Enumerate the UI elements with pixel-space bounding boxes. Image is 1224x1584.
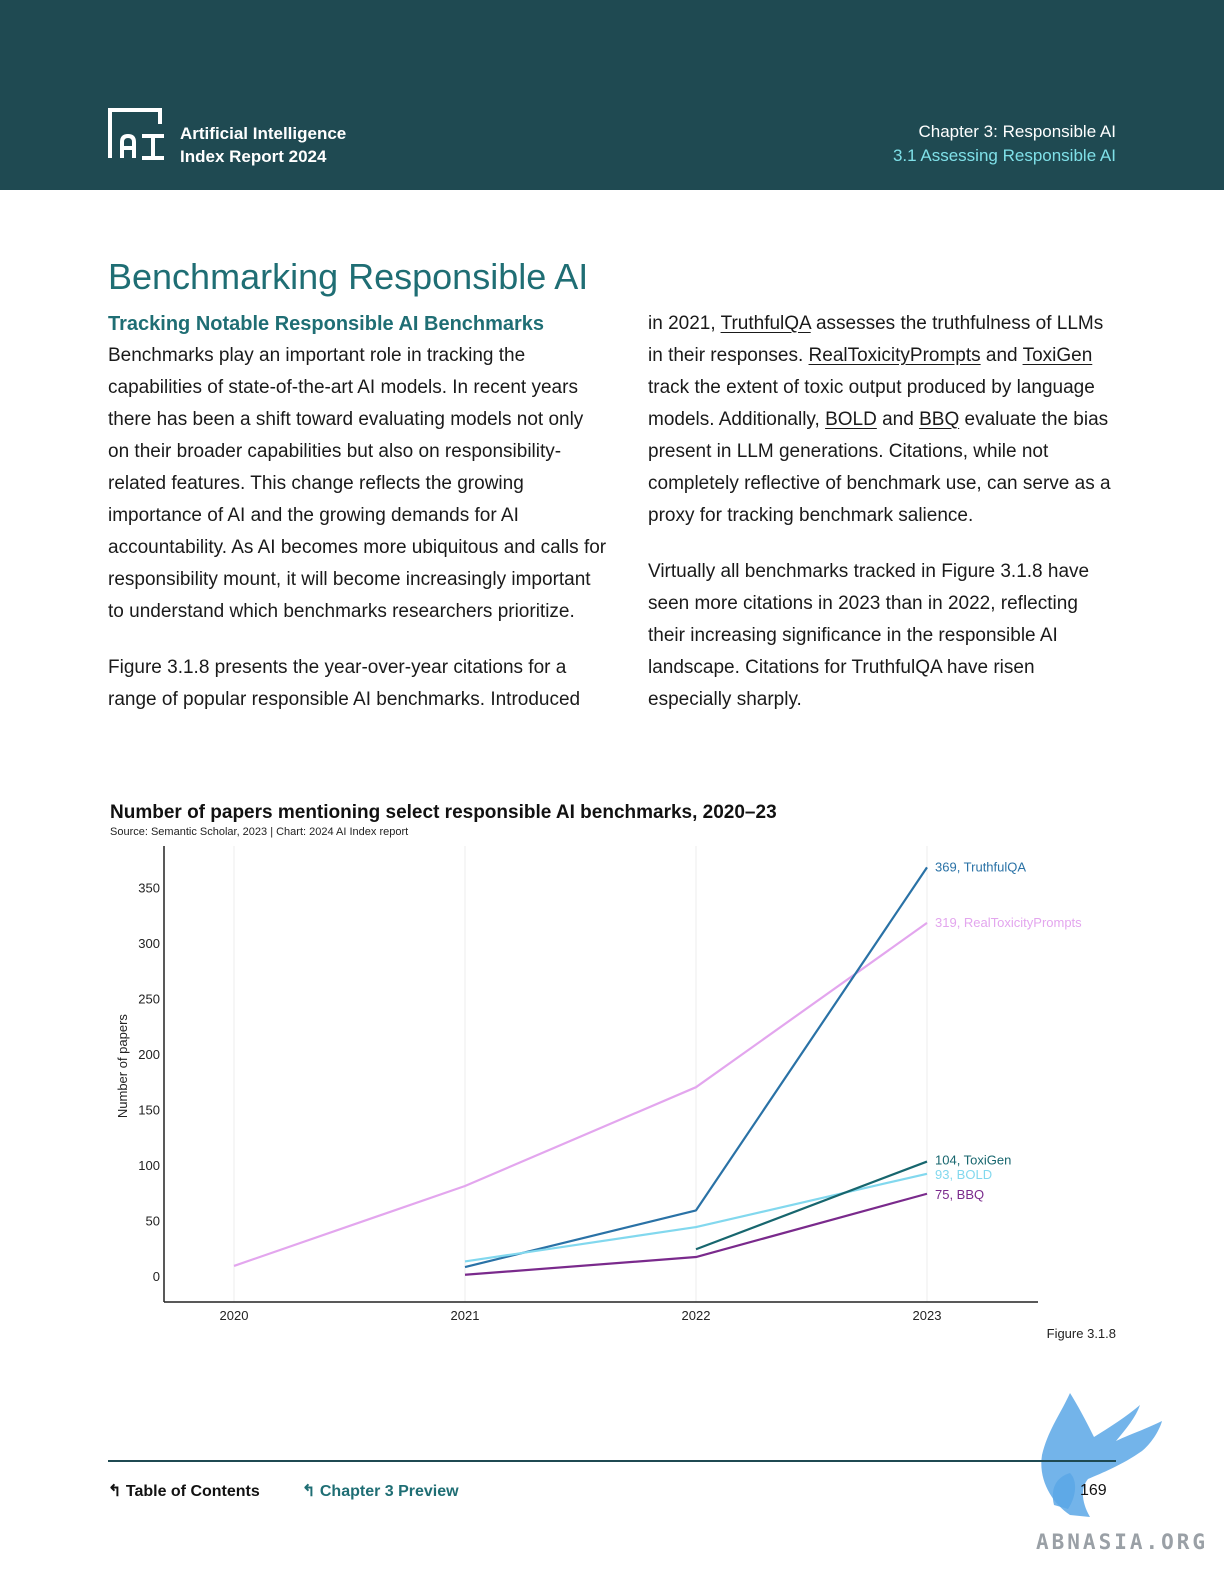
y-tick-label: 300 xyxy=(138,936,160,951)
y-tick-label: 150 xyxy=(138,1103,160,1118)
toc-label: Table of Contents xyxy=(125,1483,260,1500)
bbq-link[interactable]: BBQ xyxy=(919,409,960,430)
chart-grid xyxy=(233,846,928,1302)
chapter-preview-link[interactable]: ↰ Chapter 3 Preview xyxy=(302,1481,459,1501)
y-tick-label: 350 xyxy=(138,881,160,896)
y-tick-label: 200 xyxy=(138,1047,160,1062)
left-paragraph-1: Benchmarks play an important role in tra… xyxy=(108,345,607,622)
right-paragraph-2: Virtually all benchmarks tracked in Figu… xyxy=(648,561,1090,710)
line-chart: 0 50 100 150 200 250 300 350 2020 2021 2022 2023 Num… xyxy=(115,846,1082,1323)
x-tick-label: 2021 xyxy=(451,1308,480,1323)
chart-source: Source: Semantic Scholar, 2023 | Chart: … xyxy=(110,826,409,838)
end-label-realtoxicityprompts: 319, RealToxicityPrompts xyxy=(935,915,1082,930)
text-run: and xyxy=(876,409,920,430)
text-run: in 2021, xyxy=(648,313,721,334)
end-label-bbq: 75, BBQ xyxy=(935,1187,984,1202)
series-line-realtoxicityprompts xyxy=(233,922,928,1267)
section-title-link[interactable]: 3.1 Assessing Responsible AI xyxy=(892,146,1116,165)
series-line-bbq xyxy=(464,1192,928,1276)
report-header: Artificial Intelligence Index Report 202… xyxy=(0,0,1224,190)
realtoxicityprompts-link[interactable]: RealToxicityPrompts xyxy=(808,345,981,366)
return-arrow-icon: ↰ xyxy=(302,1483,320,1500)
griffin-watermark-icon xyxy=(1041,1393,1162,1517)
text-run: track the extent of toxic output produce… xyxy=(648,377,1095,430)
chapter-preview-label: Chapter 3 Preview xyxy=(319,1483,459,1500)
footer-divider xyxy=(108,1460,1116,1462)
toxigen-link[interactable]: ToxiGen xyxy=(1022,345,1093,366)
page-title: Benchmarking Responsible AI xyxy=(108,256,589,297)
right-column: in 2021, TruthfulQA assesses the truthfu… xyxy=(648,308,1118,740)
x-tick-label: 2020 xyxy=(220,1308,249,1323)
end-label-toxigen: 104, ToxiGen xyxy=(935,1153,1011,1168)
chapter-heading: Chapter 3: Responsible AI 3.1 Assessing … xyxy=(893,120,1116,168)
right-paragraph-1: in 2021, TruthfulQA assesses the truthfu… xyxy=(648,308,1118,532)
y-tick-label: 250 xyxy=(138,992,160,1007)
brand-line-2: Index Report 2024 xyxy=(180,147,327,166)
series-line-toxigen xyxy=(695,1160,928,1251)
end-label-truthfulqa: 369, TruthfulQA xyxy=(935,859,1026,874)
truthfulqa-link[interactable]: TruthfulQA xyxy=(720,313,811,334)
watermark-text: ABNASIA.ORG xyxy=(1036,1530,1209,1554)
y-tick-label: 100 xyxy=(138,1158,160,1173)
page-number: 169 xyxy=(1080,1482,1107,1499)
y-tick-label: 0 xyxy=(153,1269,160,1284)
end-label-bold: 93, BOLD xyxy=(935,1167,992,1182)
report-brand: Artificial Intelligence Index Report 202… xyxy=(180,122,346,168)
text-run: assesses the truthfulness of LLMs in the… xyxy=(648,313,1104,366)
table-of-contents-link[interactable]: ↰ Table of Contents xyxy=(108,1481,260,1501)
figure-label: Figure 3.1.8 xyxy=(1046,1326,1116,1341)
return-arrow-icon: ↰ xyxy=(108,1483,126,1500)
y-tick-label: 50 xyxy=(146,1214,160,1229)
left-paragraph-2: Figure 3.1.8 presents the year-over-year… xyxy=(108,657,581,710)
y-axis-label: Number of papers xyxy=(115,1014,130,1119)
chart-series xyxy=(233,866,928,1276)
text-run: evaluate the bias present in LLM generat… xyxy=(648,409,1111,526)
bold-link[interactable]: BOLD xyxy=(825,409,877,430)
ai-index-logo-icon xyxy=(108,108,164,160)
series-line-truthfulqa xyxy=(464,866,928,1269)
chart-labels: 319, RealToxicityPrompts 369, TruthfulQA 9… xyxy=(935,859,1082,1201)
brand-line-1: Artificial Intelligence xyxy=(180,124,347,143)
left-column: Tracking Notable Responsible AI Benchmar… xyxy=(108,308,608,740)
chart-axes: 0 50 100 150 200 250 300 350 2020 2021 2022 2023 Num… xyxy=(115,846,1038,1323)
chart-title: Number of papers mentioning select respo… xyxy=(110,802,777,823)
chapter-title[interactable]: Chapter 3: Responsible AI xyxy=(918,122,1116,141)
text-run: and xyxy=(980,345,1023,366)
x-tick-label: 2023 xyxy=(913,1308,942,1323)
subheading: Tracking Notable Responsible AI Benchmar… xyxy=(108,313,545,335)
x-tick-label: 2022 xyxy=(682,1308,711,1323)
